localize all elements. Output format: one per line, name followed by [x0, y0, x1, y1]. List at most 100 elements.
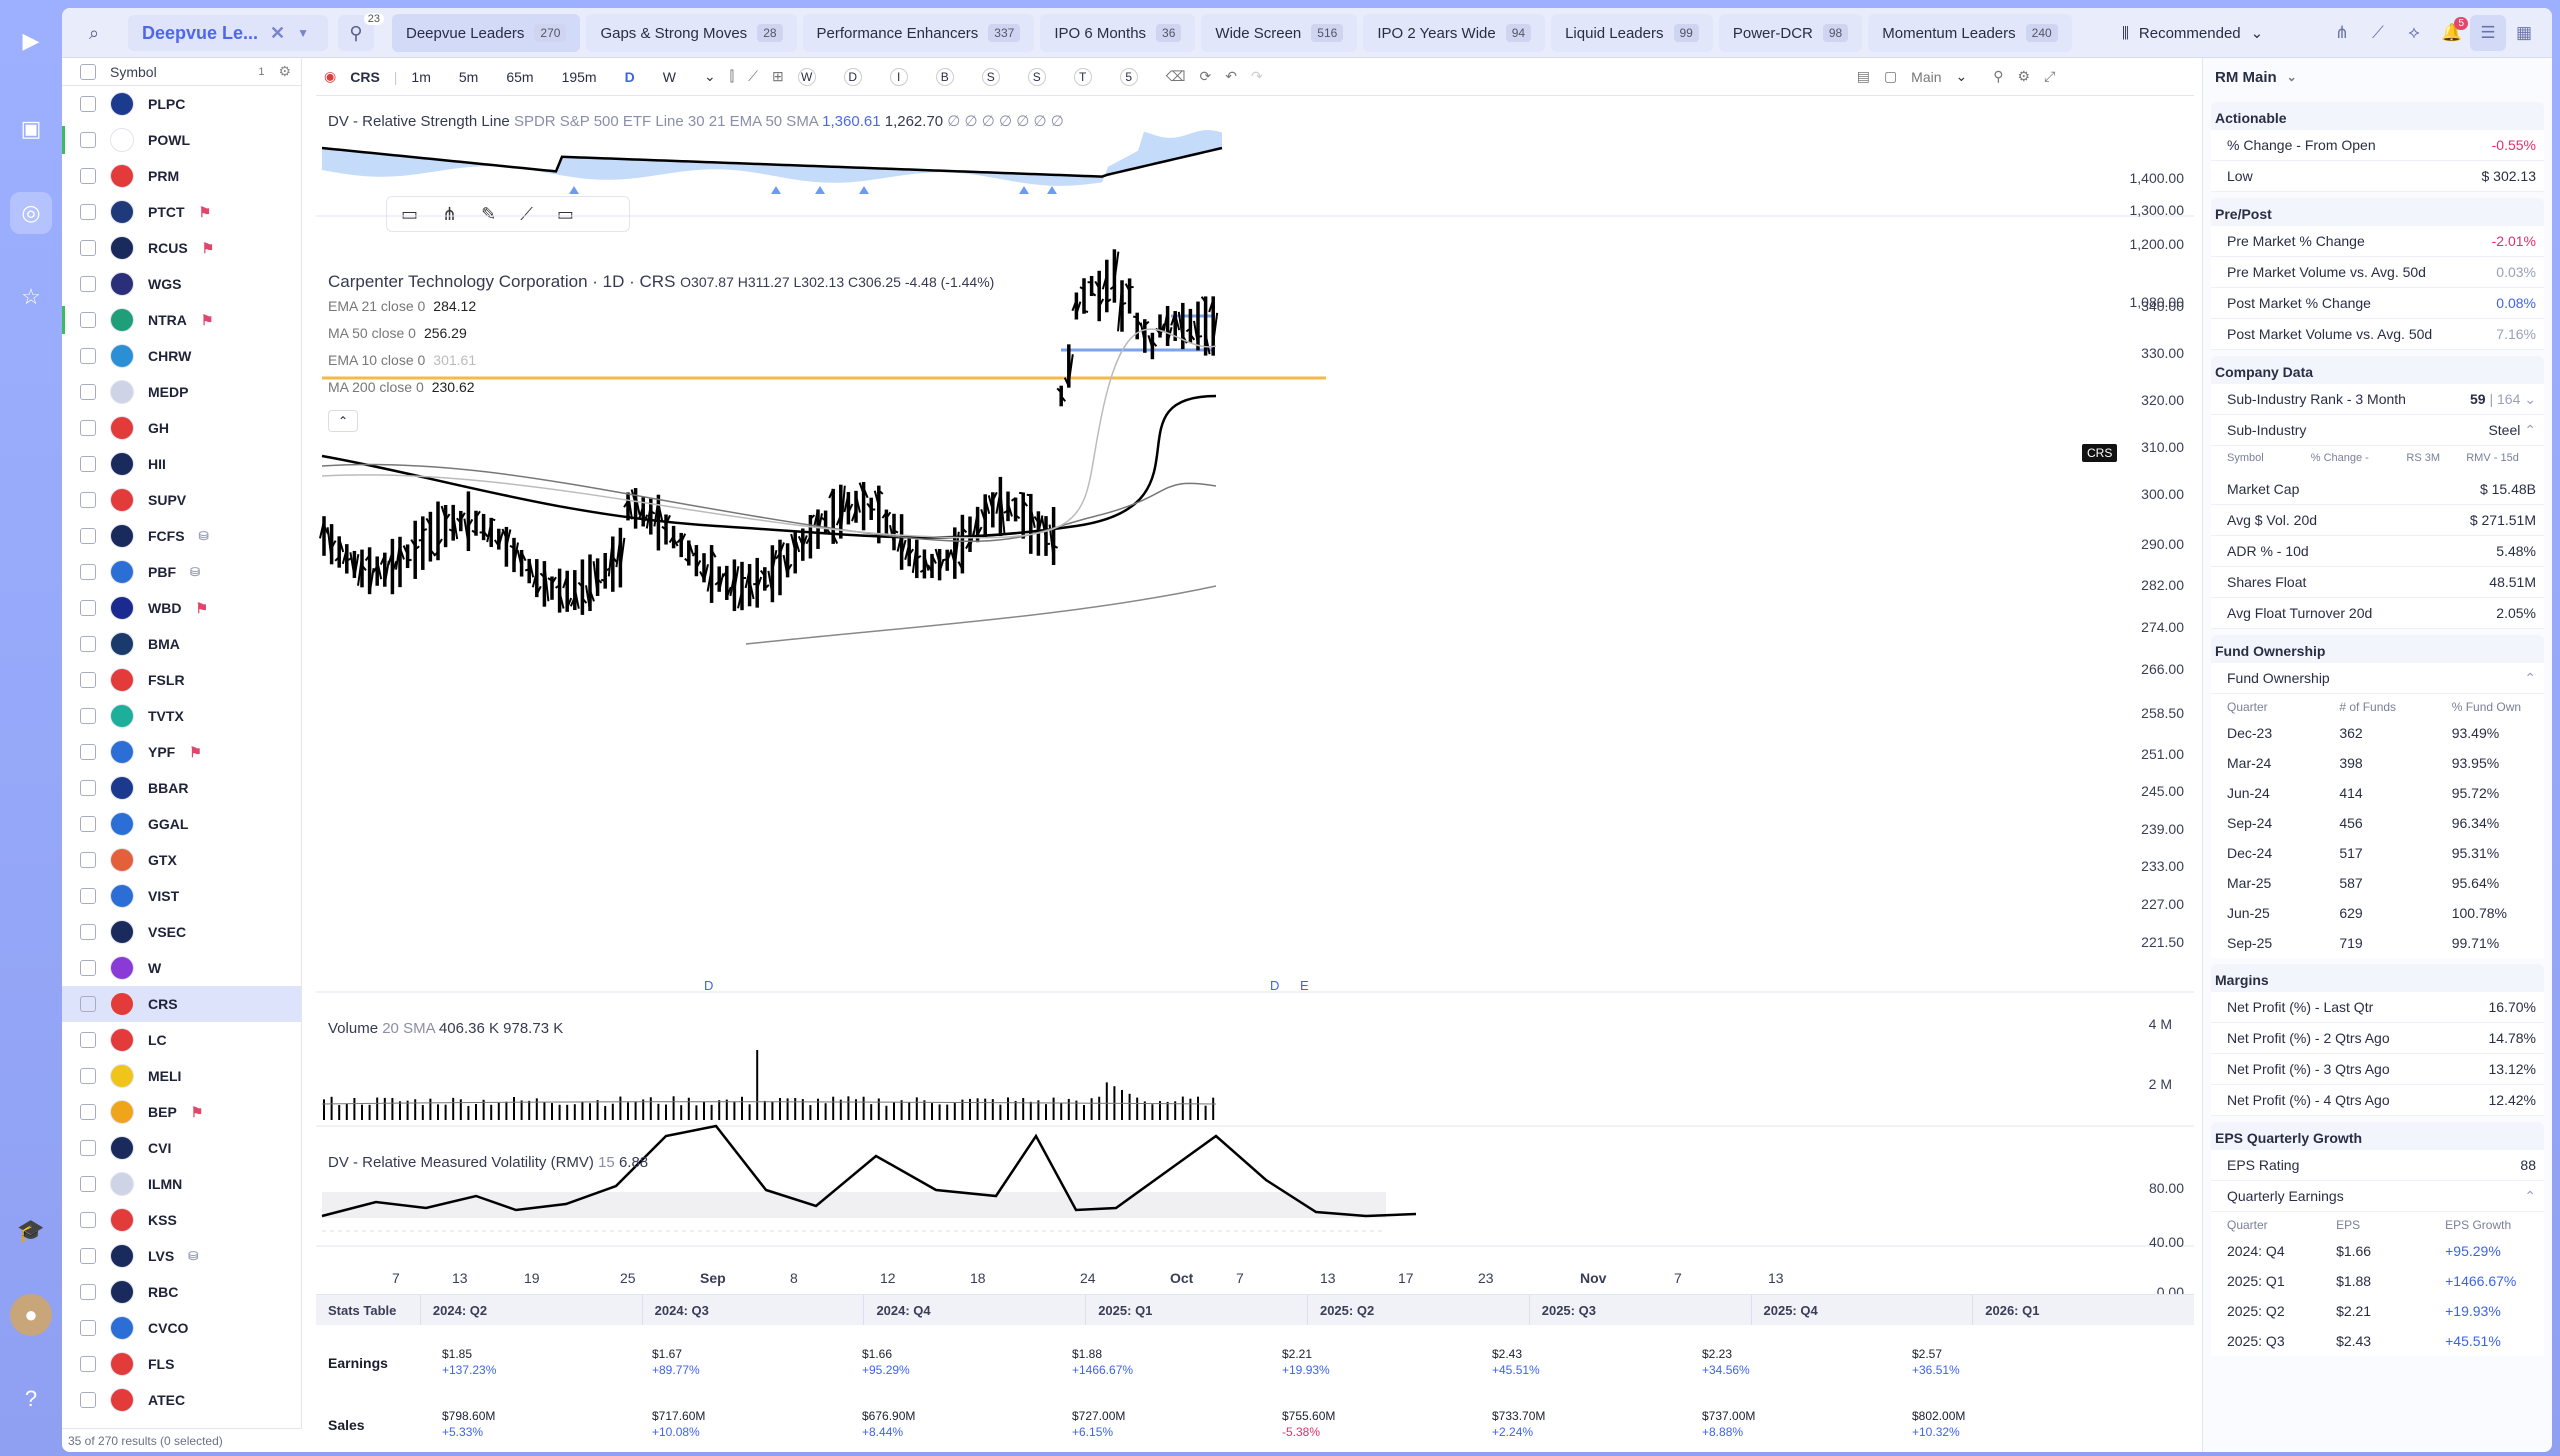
refresh-icon[interactable]: ⟳	[1199, 68, 1212, 84]
row-checkbox[interactable]	[80, 348, 96, 364]
row-checkbox[interactable]	[80, 780, 96, 796]
watchlist-row[interactable]: FSLR	[62, 662, 301, 698]
templates-icon[interactable]: ⊞	[771, 68, 784, 84]
education-icon[interactable]: 🎓	[17, 1218, 45, 1243]
search-icon[interactable]: ⌕	[88, 22, 100, 43]
interval-3[interactable]: 195m	[561, 68, 597, 85]
row-checkbox[interactable]	[80, 564, 96, 580]
watchlist-row[interactable]: CVCO	[62, 1310, 301, 1346]
layout-icon[interactable]: ▤	[1856, 68, 1870, 84]
watchlist-row[interactable]: ILMN	[62, 1166, 301, 1202]
interval-1[interactable]: 5m	[458, 68, 479, 85]
watchlist-row[interactable]: MEDP	[62, 374, 301, 410]
bar-letter-4[interactable]: S	[981, 67, 1000, 86]
watchlist-row[interactable]: TVTX	[62, 698, 301, 734]
watchlist-row[interactable]: PLPC	[62, 86, 301, 122]
undo-icon[interactable]: ↶	[1225, 68, 1237, 84]
chevron-down-icon[interactable]: ▼	[297, 26, 310, 40]
watchlist-row[interactable]: GH	[62, 410, 301, 446]
bar-letter-6[interactable]: T	[1073, 67, 1092, 86]
watchlist-row[interactable]: W	[62, 950, 301, 986]
watchlist-row[interactable]: PBF ⛁	[62, 554, 301, 590]
bar-letter-2[interactable]: I	[889, 67, 908, 86]
row-checkbox[interactable]	[80, 1356, 96, 1372]
watchlist-row[interactable]: RBC	[62, 1274, 301, 1310]
row-checkbox[interactable]	[80, 312, 96, 328]
watchlist-row[interactable]: KSS	[62, 1202, 301, 1238]
row-checkbox[interactable]	[80, 1068, 96, 1084]
watchlist-row[interactable]: LVS ⛁	[62, 1238, 301, 1274]
watchlist-row[interactable]: WBD ⚑	[62, 590, 301, 626]
watchlist-row[interactable]: CVI	[62, 1130, 301, 1166]
watchlist-row[interactable]: RCUS ⚑	[62, 230, 301, 266]
star-icon[interactable]: ☆	[21, 284, 41, 309]
folder-icon[interactable]: ▢	[1883, 68, 1898, 84]
row-checkbox[interactable]	[80, 1176, 96, 1192]
sort-select[interactable]: ⫼ Recommended ⌄	[2122, 16, 2263, 50]
row-checkbox[interactable]	[80, 456, 96, 472]
row-checkbox[interactable]	[80, 960, 96, 976]
bar-letter-7[interactable]: 5	[1119, 67, 1138, 86]
row-checkbox[interactable]	[80, 420, 96, 436]
row-checkbox[interactable]	[80, 1032, 96, 1048]
fullscreen-icon[interactable]: ⤢	[2044, 68, 2056, 84]
redo-icon[interactable]: ↷	[1250, 68, 1263, 84]
row-checkbox[interactable]	[80, 708, 96, 724]
tab-6[interactable]: Liquid Leaders 99	[1551, 14, 1713, 52]
fib-tool-icon[interactable]: ⋔	[442, 203, 458, 224]
row-checkbox[interactable]	[80, 744, 96, 760]
watchlist-row[interactable]: BMA	[62, 626, 301, 662]
row-checkbox[interactable]	[80, 996, 96, 1012]
row-checkbox[interactable]	[80, 1248, 96, 1264]
settings-icon[interactable]: ⚙	[2017, 68, 2031, 84]
row-checkbox[interactable]	[80, 924, 96, 940]
gear-icon[interactable]: ⚙	[278, 63, 291, 79]
avatar[interactable]: ●	[10, 1294, 52, 1336]
row-checkbox[interactable]	[80, 132, 96, 148]
list-view-icon[interactable]: ☰	[2470, 15, 2506, 51]
bar-letter-3[interactable]: B	[935, 67, 954, 86]
panel-title-row[interactable]: RM Main ⌄	[2203, 58, 2552, 96]
share-icon[interactable]: ⋔	[2334, 23, 2350, 42]
collapse-legend-button[interactable]: ⌃	[328, 410, 358, 432]
scanner-icon[interactable]: ◎	[10, 192, 52, 234]
watchlist-row[interactable]: CHRW	[62, 338, 301, 374]
subindustry-row[interactable]: Sub-Industry Steel ⌃	[2211, 415, 2544, 446]
eraser-icon[interactable]: ⌫	[1165, 68, 1186, 84]
row-checkbox[interactable]	[80, 528, 96, 544]
tab-4[interactable]: Wide Screen 516	[1201, 14, 1358, 52]
chevron-down-icon[interactable]: ⌄	[703, 68, 716, 84]
row-checkbox[interactable]	[80, 1140, 96, 1156]
bell-icon[interactable]: 🔔 5	[2434, 15, 2470, 51]
bar-letter-1[interactable]: D	[843, 67, 862, 86]
row-checkbox[interactable]	[80, 204, 96, 220]
row-checkbox[interactable]	[80, 672, 96, 688]
row-checkbox[interactable]	[80, 240, 96, 256]
rectangle-tool-icon[interactable]: ▭	[401, 203, 419, 224]
interval-2[interactable]: 65m	[506, 68, 534, 85]
qe-row[interactable]: Quarterly Earnings ⌃	[2211, 1181, 2544, 1212]
chevron-down-icon[interactable]: ⌄	[1955, 68, 1968, 84]
zoom-icon[interactable]: ⚲	[1993, 68, 2004, 84]
tab-7[interactable]: Power-DCR 98	[1718, 14, 1863, 52]
line-tool-icon[interactable]: ⟋	[520, 203, 533, 224]
watchlist-row[interactable]: PTCT ⚑	[62, 194, 301, 230]
watchlist-row[interactable]: NTRA ⚑	[62, 302, 301, 338]
comment-tool-icon[interactable]: ▭	[556, 203, 574, 224]
tree-icon[interactable]: ⟡	[2408, 23, 2420, 42]
chart-symbol[interactable]: CRS	[350, 68, 380, 85]
row-checkbox[interactable]	[80, 816, 96, 832]
watchlist-row[interactable]: SUPV	[62, 482, 301, 518]
tab-0[interactable]: Deepvue Leaders 270	[392, 14, 581, 52]
row-checkbox[interactable]	[80, 888, 96, 904]
row-checkbox[interactable]	[80, 492, 96, 508]
row-checkbox[interactable]	[80, 1392, 96, 1408]
tab-8[interactable]: Momentum Leaders 240	[1868, 14, 2072, 52]
watchlist-row[interactable]: BBAR	[62, 770, 301, 806]
tab-2[interactable]: Performance Enhancers 337	[802, 14, 1035, 52]
row-checkbox[interactable]	[80, 1320, 96, 1336]
line-chart-icon[interactable]: ⟋	[2372, 23, 2384, 42]
fund-sub-row[interactable]: Fund Ownership ⌃	[2211, 663, 2544, 694]
watchlist-row[interactable]: HII	[62, 446, 301, 482]
watchlist-row[interactable]: WGS	[62, 266, 301, 302]
